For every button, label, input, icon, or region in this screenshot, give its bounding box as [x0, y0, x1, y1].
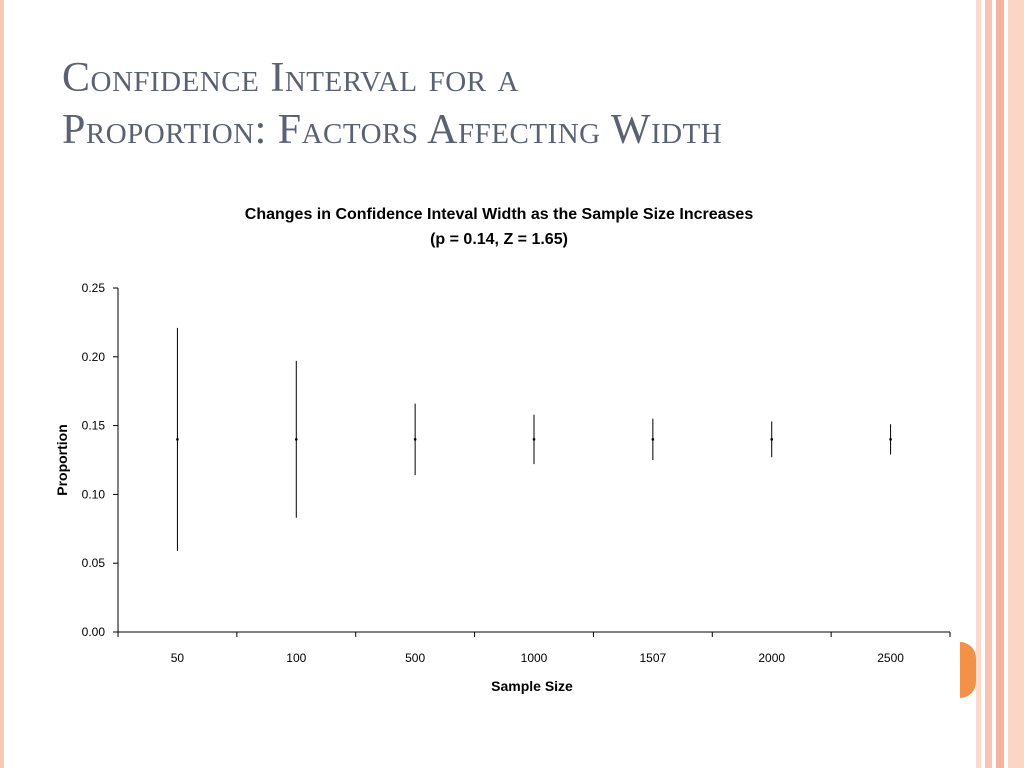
center-point — [770, 438, 774, 441]
x-axis-label: Sample Size — [491, 678, 573, 694]
y-axis-label: Proportion — [54, 424, 70, 496]
slide-left-border — [0, 0, 4, 768]
x-tick-label: 500 — [405, 651, 425, 665]
chart-title: Changes in Confidence Inteval Width as t… — [245, 206, 754, 223]
center-point — [413, 438, 417, 441]
x-tick-label: 100 — [286, 651, 306, 665]
y-tick-label: 0.20 — [82, 350, 106, 364]
stripe — [1008, 0, 1024, 768]
x-tick-label: 1507 — [640, 651, 667, 665]
center-point — [294, 438, 298, 441]
center-point — [176, 438, 179, 441]
chart-subtitle: (p = 0.14, Z = 1.65) — [430, 231, 568, 248]
x-tick-label: 2000 — [758, 651, 785, 665]
center-point — [651, 438, 655, 441]
plot-area: 0.00 0.05 0.10 0.15 0.20 0.25 50 100 500 1000 1507… — [82, 281, 951, 665]
center-point — [532, 438, 536, 441]
y-tick-label: 0.05 — [82, 556, 106, 570]
slide-title: Confidence Interval for a Proportion: Fa… — [62, 52, 722, 156]
y-tick-label: 0.00 — [82, 625, 106, 639]
center-point — [889, 438, 892, 441]
stripe — [985, 0, 992, 768]
stripe — [996, 0, 1004, 768]
x-tick-label: 50 — [171, 651, 185, 665]
x-tick-label: 1000 — [521, 651, 548, 665]
accent-tab — [960, 642, 976, 698]
slide-title-line-1: Confidence Interval for a — [62, 55, 519, 101]
x-tick-label: 2500 — [877, 651, 904, 665]
y-tick-label: 0.10 — [82, 487, 106, 501]
decorative-stripes — [976, 0, 1024, 768]
stripe — [976, 0, 981, 768]
y-tick-label: 0.15 — [82, 419, 106, 433]
y-tick-label: 0.25 — [82, 281, 106, 295]
slide-title-line-2: Proportion: Factors Affecting Width — [62, 107, 723, 153]
